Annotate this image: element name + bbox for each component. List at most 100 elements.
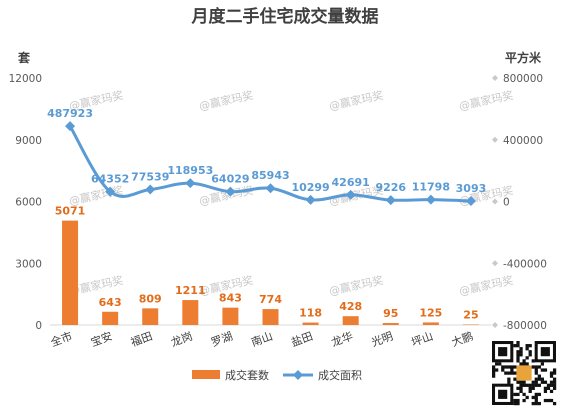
qr-module <box>519 353 523 357</box>
legend-swatch-bar <box>192 370 220 379</box>
category-label: 坪山 <box>410 330 435 350</box>
qr-module <box>531 386 535 390</box>
left-tick-label: 3000 <box>15 258 42 270</box>
right-tick-label: 400000 <box>503 135 543 147</box>
qr-module <box>510 368 514 372</box>
qr-module <box>540 362 545 366</box>
line-point <box>65 121 76 132</box>
legend: 成交套数 成交面积 <box>192 368 362 382</box>
qr-module <box>525 356 529 360</box>
line-value-label: 118953 <box>167 164 213 177</box>
bar <box>262 309 279 325</box>
qr-module <box>516 359 520 363</box>
qr-finder-core <box>540 347 550 357</box>
left-tick-label: 9000 <box>15 135 42 147</box>
right-tick-marker <box>492 260 498 267</box>
line-point <box>385 195 396 206</box>
qr-module <box>525 362 529 366</box>
qr-module <box>504 365 508 369</box>
qr-module <box>540 377 545 381</box>
line-value-label: 9226 <box>375 181 406 194</box>
left-axis-unit: 套 <box>17 50 31 65</box>
qr-module <box>537 374 541 378</box>
bar <box>142 308 159 325</box>
qr-module <box>543 386 548 390</box>
qr-module <box>516 341 520 345</box>
x-axis: 全市 宝安 福田 龙岗 罗湖 南山 盐田 龙华 光明 坪山 大鹏 <box>49 329 475 350</box>
qr-module <box>522 392 526 397</box>
bar <box>422 322 439 325</box>
qr-module <box>492 368 496 372</box>
bar <box>382 323 399 325</box>
right-axis-unit: 平方米 <box>505 50 542 65</box>
qr-module <box>522 362 526 366</box>
right-tick-label: 800000 <box>503 73 543 85</box>
qr-module <box>549 383 554 387</box>
qr-module <box>507 371 511 375</box>
qr-module <box>516 356 520 360</box>
qr-module <box>495 368 499 372</box>
line-point <box>225 186 236 197</box>
bar-value-label: 95 <box>383 307 398 320</box>
right-tick-marker <box>492 322 498 328</box>
qr-module <box>495 362 499 366</box>
qr-module <box>534 380 538 384</box>
qr-module <box>534 398 538 403</box>
qr-module <box>525 347 529 351</box>
qr-module <box>534 395 538 400</box>
qr-module <box>528 386 532 390</box>
qr-module <box>525 383 529 387</box>
qr-module <box>513 371 517 375</box>
category-label: 光明 <box>369 329 394 350</box>
qr-module <box>498 362 502 366</box>
bar-value-label: 125 <box>419 306 442 319</box>
category-label: 罗湖 <box>209 330 234 350</box>
qr-module <box>516 401 520 406</box>
qr-module <box>528 383 532 387</box>
line-point <box>305 194 316 205</box>
right-tick-marker <box>492 136 498 143</box>
qr-module <box>552 380 557 384</box>
qr-module <box>492 374 496 378</box>
legend-label-line: 成交面积 <box>318 368 362 382</box>
line-value-label: 3093 <box>456 182 487 195</box>
qr-module <box>534 365 538 369</box>
qr-module <box>552 377 557 381</box>
qr-module <box>513 401 517 406</box>
qr-module <box>534 377 538 381</box>
qr-module <box>540 368 545 372</box>
qr-module <box>531 359 535 363</box>
right-tick-label: 0 <box>503 197 510 209</box>
qr-module <box>546 383 551 387</box>
right-tick-marker <box>492 198 498 205</box>
qr-module <box>501 365 505 369</box>
qr-module <box>543 389 548 394</box>
qr-module <box>513 392 517 397</box>
qr-module <box>516 350 520 354</box>
qr-module <box>534 392 538 397</box>
qr-module <box>525 344 529 348</box>
watermark-text: @赢家玛奖 <box>458 273 515 298</box>
bar-series: 5071 643 809 1211 843 774 118 428 95 125 25 <box>55 205 479 325</box>
qr-module <box>531 365 535 369</box>
category-label: 宝安 <box>89 329 114 350</box>
bar <box>222 307 239 325</box>
bar-value-label: 1211 <box>175 284 206 297</box>
qr-module <box>531 395 535 400</box>
qr-module <box>543 380 548 384</box>
qr-module <box>543 368 548 372</box>
qr-module <box>513 365 517 369</box>
qr-module <box>492 365 496 369</box>
line-point <box>145 184 156 195</box>
qr-module <box>528 353 532 357</box>
qr-module <box>507 365 511 369</box>
line-point <box>425 194 436 205</box>
line-value-label: 11798 <box>412 181 450 194</box>
right-tick-label: -400000 <box>503 258 547 270</box>
qr-module <box>507 377 511 381</box>
qr-module <box>534 401 538 406</box>
qr-module <box>549 389 554 394</box>
bar-value-label: 843 <box>219 292 242 305</box>
line-point <box>265 183 276 194</box>
